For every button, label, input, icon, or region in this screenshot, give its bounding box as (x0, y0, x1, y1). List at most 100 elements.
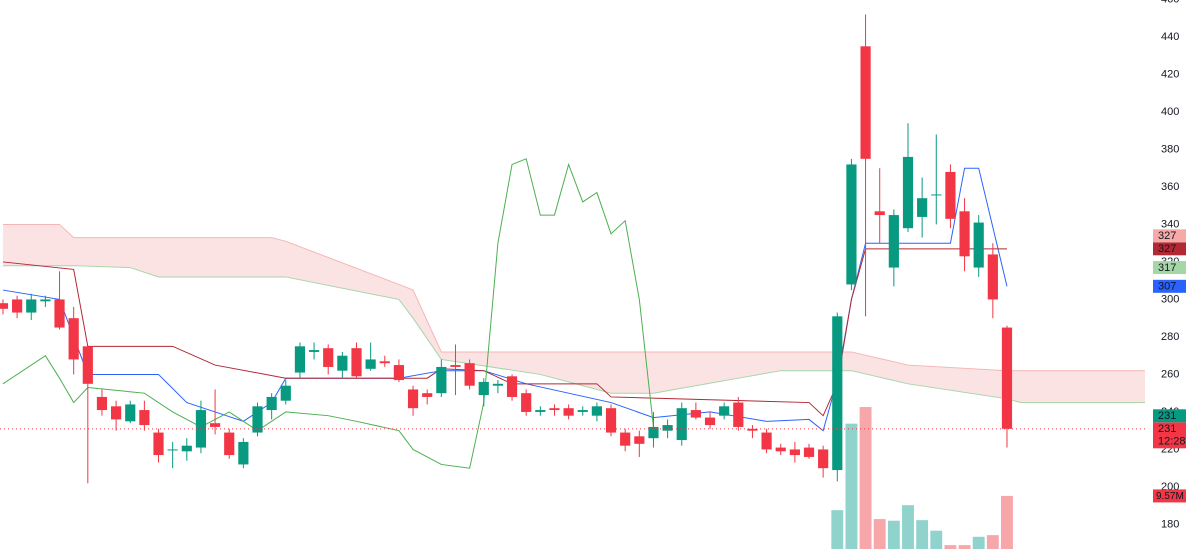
candle-body (308, 350, 320, 352)
volume-bar (972, 536, 985, 549)
volume-bar (873, 519, 886, 549)
price-badge (1153, 242, 1186, 256)
price-badge-label: 307 (1158, 281, 1176, 293)
candle-body (407, 389, 419, 409)
price-badge-label: 327 (1158, 230, 1176, 242)
candle-body (294, 346, 306, 373)
candle-body (139, 410, 150, 426)
candle-body (54, 299, 65, 328)
candle-body (549, 408, 560, 411)
candle-body (40, 299, 51, 302)
candle-body (82, 346, 93, 384)
y-tick-label: 340 (1161, 218, 1179, 230)
candle-body (648, 426, 659, 439)
volume-bar (930, 530, 943, 549)
indicator-line (2, 167, 1008, 432)
y-tick-label: 420 (1161, 68, 1179, 80)
candle-body (1001, 327, 1013, 429)
price-badge-label: 231 (1158, 410, 1176, 422)
candle-body (125, 404, 136, 422)
candle-body (209, 423, 221, 427)
candle-body (620, 432, 631, 446)
candle-body (422, 393, 433, 397)
candle-body (238, 441, 249, 465)
y-tick-label: 280 (1161, 331, 1179, 343)
candle-body (111, 406, 122, 420)
candle-body (280, 385, 291, 401)
candle-body (888, 215, 899, 268)
candle-body (874, 211, 885, 216)
candle-body (68, 318, 79, 360)
countdown-label: 12:28 (1158, 436, 1186, 448)
candle-body (153, 432, 164, 456)
volume-bar (1001, 495, 1013, 549)
candle-body (818, 449, 829, 469)
candle-body (365, 359, 376, 369)
candle-body (521, 393, 532, 412)
candle-body (464, 363, 475, 386)
price-badge-label: 231 (1158, 423, 1176, 435)
volume-bar (944, 545, 957, 549)
candle-body (860, 46, 871, 159)
candle-body (846, 164, 857, 285)
volume-bar (958, 545, 971, 549)
candle-body (634, 436, 645, 444)
price-badge (1153, 422, 1186, 449)
price-badge (1153, 279, 1186, 293)
price-badge (1153, 409, 1186, 423)
price-badge (1153, 261, 1186, 275)
y-tick-label: 400 (1161, 106, 1179, 118)
candle-body (506, 376, 518, 397)
candle-body (775, 447, 786, 452)
candle-body (337, 355, 348, 371)
candle-body (704, 417, 716, 426)
candle-body (0, 303, 9, 309)
price-badge-label: 317 (1158, 262, 1176, 274)
candle-body (591, 406, 602, 416)
candle-body (917, 198, 928, 217)
candle-body (987, 254, 998, 300)
y-tick-label: 180 (1161, 518, 1179, 530)
volume-bar (986, 535, 999, 549)
candle-body (436, 366, 447, 394)
candle-body (733, 402, 744, 427)
candle-body (959, 211, 970, 257)
candle-body (252, 406, 263, 433)
candle-body (351, 348, 362, 377)
candle-body (96, 396, 108, 411)
candle-body (803, 447, 815, 457)
y-tick-label: 440 (1161, 31, 1179, 43)
indicator-line (2, 158, 654, 469)
candle-body (563, 408, 574, 416)
candle-body (492, 383, 503, 386)
candle-body (26, 299, 37, 313)
candle-body (605, 408, 617, 433)
candle-body (12, 299, 23, 313)
candle-body (931, 194, 942, 196)
y-tick-label: 260 (1161, 368, 1179, 380)
volume-bar (902, 505, 914, 549)
candle-body (662, 425, 673, 431)
y-tick-label: 380 (1161, 143, 1179, 155)
volume-badge (1153, 489, 1186, 503)
candle-body (393, 365, 405, 381)
candle-body (323, 348, 334, 367)
y-tick-label: 460 (1161, 0, 1179, 5)
candle-body (676, 408, 687, 441)
volume-bar (887, 520, 900, 549)
candle-body (761, 432, 772, 450)
candle-body (832, 316, 843, 471)
volume-badge-label: 9.57M (1156, 491, 1184, 502)
price-badge (1153, 229, 1186, 243)
candle-body (535, 410, 546, 412)
candle-body (167, 449, 178, 451)
candle-body (690, 410, 701, 418)
candle-body (181, 445, 192, 452)
volume-bar (845, 423, 858, 549)
candle-body (789, 449, 800, 456)
candle-body (450, 365, 461, 367)
candle-body (266, 396, 277, 411)
volume-bar (916, 520, 929, 549)
